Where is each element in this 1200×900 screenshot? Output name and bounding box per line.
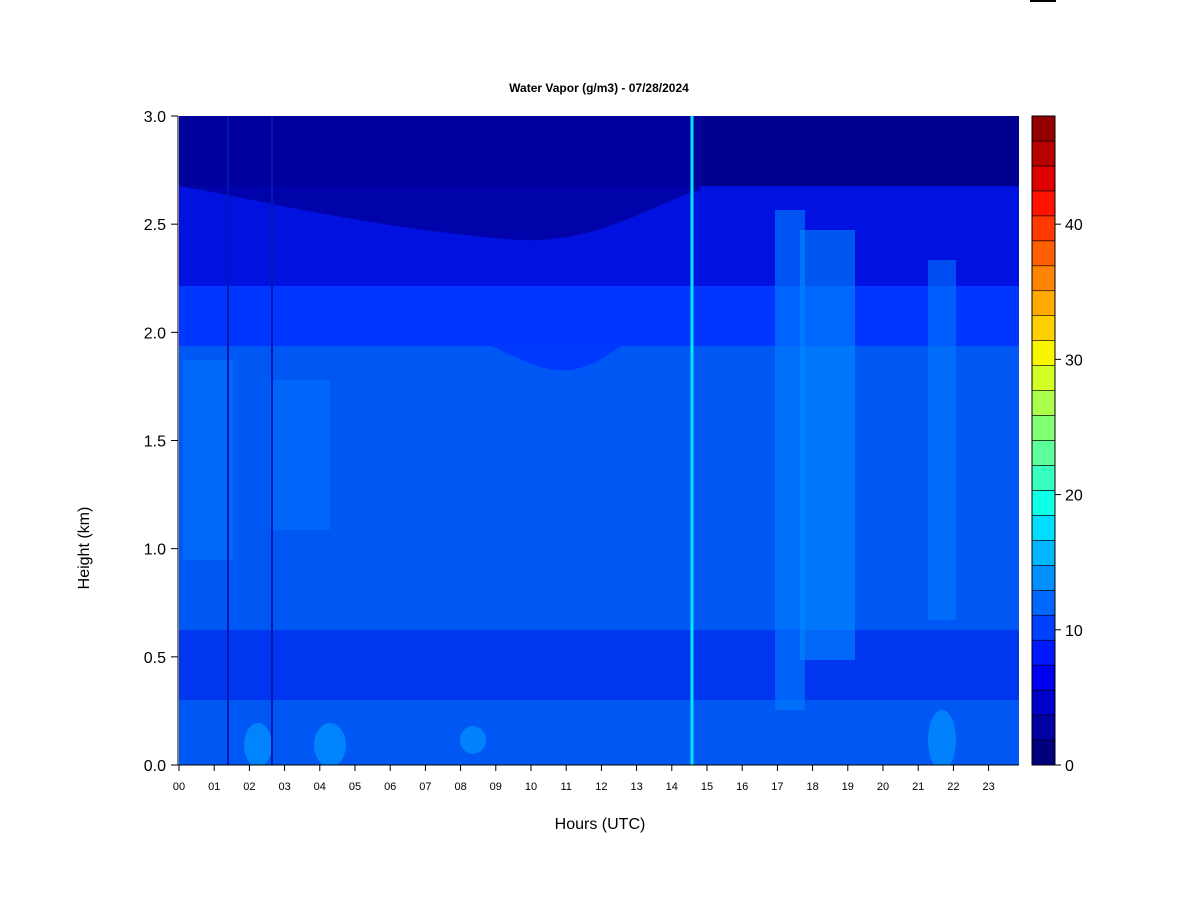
moist-column [800, 230, 855, 660]
colorbar-swatch [1031, 689, 1056, 716]
y-tick-label: 0.0 [144, 758, 166, 775]
x-tick-label: 06 [384, 781, 396, 793]
colorbar-swatch [1031, 440, 1056, 466]
colorbar-swatch [1031, 465, 1056, 491]
y-tick-label: 1.0 [144, 542, 166, 559]
colorbar-swatch [1031, 190, 1056, 217]
y-axis-label: Height (km) [76, 507, 93, 590]
colorbar-swatch [1031, 415, 1056, 441]
x-tick-label: 00 [173, 781, 185, 793]
x-tick-label: 15 [701, 781, 713, 793]
colorbar-swatch [1031, 315, 1056, 341]
surface-patch [314, 723, 346, 765]
plot-area [179, 116, 1019, 765]
colorbar-swatch [1031, 714, 1056, 741]
x-tick-label: 16 [736, 781, 748, 793]
colorbar-tick-label: 10 [1065, 623, 1083, 640]
band-middle [179, 346, 1019, 630]
colorbar-swatch [1031, 540, 1056, 566]
colorbar-swatch [1031, 215, 1056, 242]
x-tick-label: 13 [630, 781, 642, 793]
x-tick-label: 12 [595, 781, 607, 793]
colorbar-tick-label: 20 [1065, 488, 1083, 505]
chart-title: Water Vapor (g/m3) - 07/28/2024 [509, 81, 689, 95]
x-tick-label: 11 [560, 781, 571, 793]
x-tick-label: 18 [806, 781, 818, 793]
colorbar-swatch [1031, 140, 1056, 167]
surface-patch [460, 726, 486, 754]
colorbar-swatch [1031, 365, 1056, 391]
y-tick-label: 3.0 [144, 109, 166, 126]
moist-column [270, 380, 330, 530]
y-tick-label: 2.0 [144, 325, 166, 342]
corner-mark [1030, 0, 1056, 2]
colorbar-swatch [1031, 589, 1056, 616]
band-surface [179, 700, 1019, 765]
colorbar-swatch [1031, 639, 1056, 666]
colorbar-swatch [1031, 664, 1056, 691]
upper-dark-wedge [179, 116, 700, 241]
y-ticks: 0.0 0.5 1.0 1.5 2.0 2.5 3.0 [144, 109, 178, 775]
surface-patch [928, 710, 956, 765]
x-tick-label: 05 [349, 781, 361, 793]
colorbar-swatch [1031, 290, 1056, 316]
band-low-dry [179, 630, 1019, 700]
colorbar-swatch [1031, 515, 1056, 541]
x-tick-label: 21 [912, 781, 924, 793]
x-ticks: 00 01 02 03 04 05 06 07 08 09 10 11 12 13 14 15 16 17 18 19… [173, 765, 995, 793]
surface-patch [244, 723, 272, 765]
colorbar [1031, 115, 1056, 766]
x-tick-label: 02 [243, 781, 255, 793]
colorbar-swatch [1031, 340, 1056, 366]
colorbar-swatch [1031, 490, 1056, 516]
x-tick-label: 19 [842, 781, 854, 793]
y-tick-label: 1.5 [144, 434, 166, 451]
x-tick-label: 09 [490, 781, 502, 793]
x-tick-label: 20 [877, 781, 889, 793]
x-tick-label: 22 [947, 781, 959, 793]
colorbar-swatch [1031, 565, 1056, 591]
x-tick-label: 03 [278, 781, 290, 793]
colorbar-swatch [1031, 115, 1056, 142]
x-tick-label: 04 [314, 781, 326, 793]
colorbar-swatch [1031, 614, 1056, 641]
x-tick-label: 10 [525, 781, 537, 793]
x-tick-label: 17 [771, 781, 783, 793]
colorbar-swatch [1031, 165, 1056, 192]
x-axis-label: Hours (UTC) [555, 816, 646, 833]
x-tick-label: 14 [666, 781, 678, 793]
x-tick-label: 01 [208, 781, 220, 793]
colorbar-swatch [1031, 265, 1056, 292]
y-tick-label: 0.5 [144, 650, 166, 667]
colorbar-tick-label: 30 [1065, 352, 1083, 369]
y-tick-label: 2.5 [144, 217, 166, 234]
colorbar-ticks: 0 10 20 30 40 [1055, 217, 1083, 775]
moist-column [183, 360, 233, 560]
moist-column [928, 260, 956, 620]
colorbar-border [1031, 115, 1056, 766]
colorbar-swatch [1031, 240, 1056, 267]
colorbar-tick-label: 40 [1065, 217, 1083, 234]
x-tick-label: 23 [982, 781, 994, 793]
x-tick-label: 07 [419, 781, 431, 793]
x-tick-label: 08 [454, 781, 466, 793]
colorbar-tick-label: 0 [1065, 758, 1074, 775]
colorbar-swatch [1031, 739, 1056, 766]
colorbar-swatch [1031, 390, 1056, 416]
